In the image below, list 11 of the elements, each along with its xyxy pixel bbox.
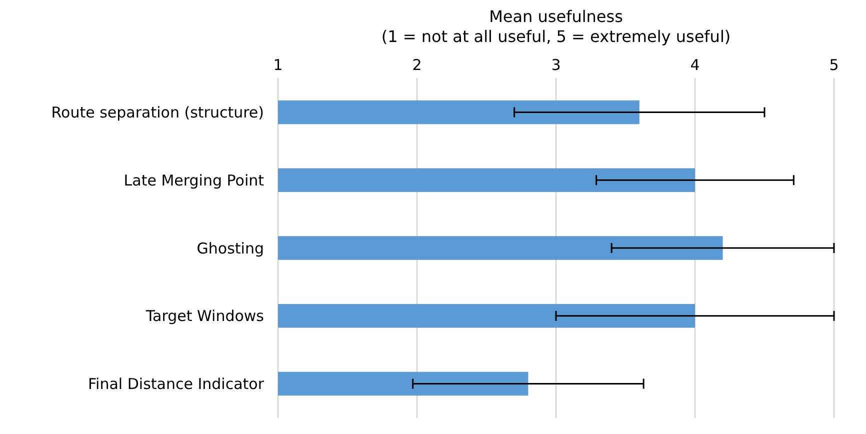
x-tick-label: 3 bbox=[551, 56, 561, 74]
y-tick-label: Route separation (structure) bbox=[51, 104, 264, 122]
y-tick-label: Target Windows bbox=[144, 307, 264, 326]
y-tick-label: Ghosting bbox=[196, 239, 264, 258]
y-tick-label: Late Merging Point bbox=[124, 171, 264, 190]
x-tick-label: 1 bbox=[273, 56, 283, 74]
x-tick-label: 2 bbox=[412, 56, 422, 74]
x-tick-label: 5 bbox=[829, 56, 839, 74]
y-tick-label: Final Distance Indicator bbox=[88, 374, 265, 393]
x-tick-label: 4 bbox=[690, 56, 700, 74]
x-axis-title: Mean usefulness (1 = not at all useful, 5 = extremely useful) bbox=[381, 7, 731, 46]
